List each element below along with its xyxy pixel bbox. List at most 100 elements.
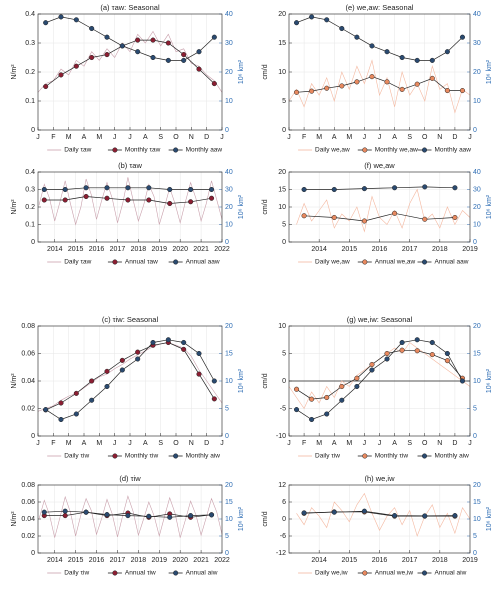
axes-frame — [288, 171, 471, 243]
series-line — [304, 186, 455, 190]
data-point — [165, 40, 171, 46]
x-tick-label: O — [173, 134, 179, 141]
data-point — [293, 20, 300, 26]
data-point — [429, 339, 435, 346]
y2-tick-label: 30 — [473, 40, 481, 47]
y-tick-label: 0 — [31, 433, 35, 440]
x-tick-label: O — [422, 440, 428, 447]
x-tick-label: S — [407, 440, 412, 447]
data-point — [399, 339, 405, 346]
legend-label: Daily we,aw — [315, 259, 350, 266]
y2-tick-label: 20 — [473, 323, 481, 330]
data-point — [331, 509, 337, 515]
x-tick-label: 2019 — [462, 246, 478, 253]
data-point — [125, 513, 131, 519]
data-point — [339, 25, 345, 32]
x-tick-label: 2018 — [432, 246, 448, 253]
data-point — [104, 512, 110, 518]
y-axis-label: cm/d — [262, 511, 269, 526]
data-point — [181, 57, 187, 63]
data-point — [73, 390, 79, 396]
x-tick-label: J — [468, 440, 472, 447]
y-axis-label: cm/d — [262, 373, 269, 388]
y2-tick-label: 5 — [473, 405, 477, 412]
y-tick-label: -5 — [280, 405, 286, 412]
x-tick-label: 2019 — [151, 246, 167, 253]
x-tick-label: A — [82, 440, 87, 447]
legend-label: Daily we,iw — [315, 570, 348, 577]
x-tick-label: J — [113, 134, 117, 141]
data-point — [58, 14, 64, 20]
y2-tick-label: 30 — [225, 40, 233, 47]
y-tick-label: 0.06 — [21, 499, 35, 506]
data-point — [167, 186, 173, 193]
y-tick-label: 0 — [282, 127, 286, 134]
data-point — [146, 197, 152, 203]
legend-label: Daily τiw — [64, 570, 89, 577]
x-tick-label: 2015 — [342, 557, 358, 564]
data-point — [369, 367, 375, 373]
y2-tick-label: 20 — [473, 482, 481, 489]
data-point — [89, 25, 95, 32]
data-point — [369, 74, 375, 80]
y-tick-label: 0.3 — [25, 186, 35, 193]
data-point — [73, 17, 79, 23]
legend-marker — [112, 259, 118, 265]
x-tick-label: 2019 — [462, 557, 478, 564]
data-point — [301, 213, 307, 219]
y2-tick-label: 10 — [225, 98, 233, 105]
axes-frame — [288, 325, 471, 437]
y-tick-label: 0 — [31, 550, 35, 557]
y-tick-label: 5 — [282, 350, 286, 357]
data-point — [211, 396, 217, 402]
axes-frame — [288, 13, 471, 131]
data-point — [459, 88, 466, 94]
panel-title: (a) τaw: Seasonal — [100, 3, 160, 12]
legend-marker — [112, 147, 118, 153]
x-tick-label: A — [143, 134, 148, 141]
data-point — [301, 510, 307, 516]
y-tick-label: 0.06 — [21, 350, 35, 357]
x-tick-label: 2017 — [402, 246, 418, 253]
data-point — [135, 49, 141, 55]
data-point — [339, 83, 345, 89]
y2-tick-label: 20 — [225, 482, 233, 489]
x-tick-label: J — [287, 134, 291, 141]
x-tick-label: J — [378, 440, 382, 447]
x-tick-label: O — [173, 440, 179, 447]
y-axis-label: N/m² — [11, 373, 18, 389]
x-tick-label: S — [407, 134, 412, 141]
data-point — [196, 350, 202, 357]
x-tick-label: 2022 — [214, 557, 230, 564]
data-point — [309, 14, 315, 20]
axes-frame — [37, 13, 223, 131]
y2-tick-label: 20 — [473, 204, 481, 211]
y2-tick-label: 15 — [225, 499, 233, 506]
x-tick-label: 2016 — [89, 246, 105, 253]
x-tick-label: A — [143, 440, 148, 447]
data-point — [211, 378, 217, 384]
data-point — [422, 216, 428, 222]
y-tick-label: 0.08 — [21, 482, 35, 489]
x-tick-label: M — [66, 440, 72, 447]
data-point — [83, 185, 89, 191]
legend-label: Annual aiw — [435, 570, 467, 577]
x-tick-label: D — [204, 134, 209, 141]
y2-tick-label: 0 — [473, 239, 477, 246]
y-tick-label: 12 — [278, 482, 286, 489]
data-point — [414, 337, 420, 343]
data-point — [43, 407, 49, 413]
legend-label: Daily we,aw — [315, 147, 350, 154]
y-tick-label: 0.1 — [25, 98, 35, 105]
y-tick-label: 0.2 — [25, 69, 35, 76]
legend-label: Annual τiw — [125, 570, 156, 577]
data-point — [324, 85, 330, 91]
x-tick-label: J — [36, 440, 40, 447]
x-tick-label: M — [316, 134, 322, 141]
x-tick-label: F — [302, 440, 306, 447]
x-tick-label: J — [468, 134, 472, 141]
legend-marker — [112, 570, 118, 576]
x-tick-label: A — [82, 134, 87, 141]
y2-tick-label: 0 — [473, 433, 477, 440]
series-line — [304, 510, 455, 517]
